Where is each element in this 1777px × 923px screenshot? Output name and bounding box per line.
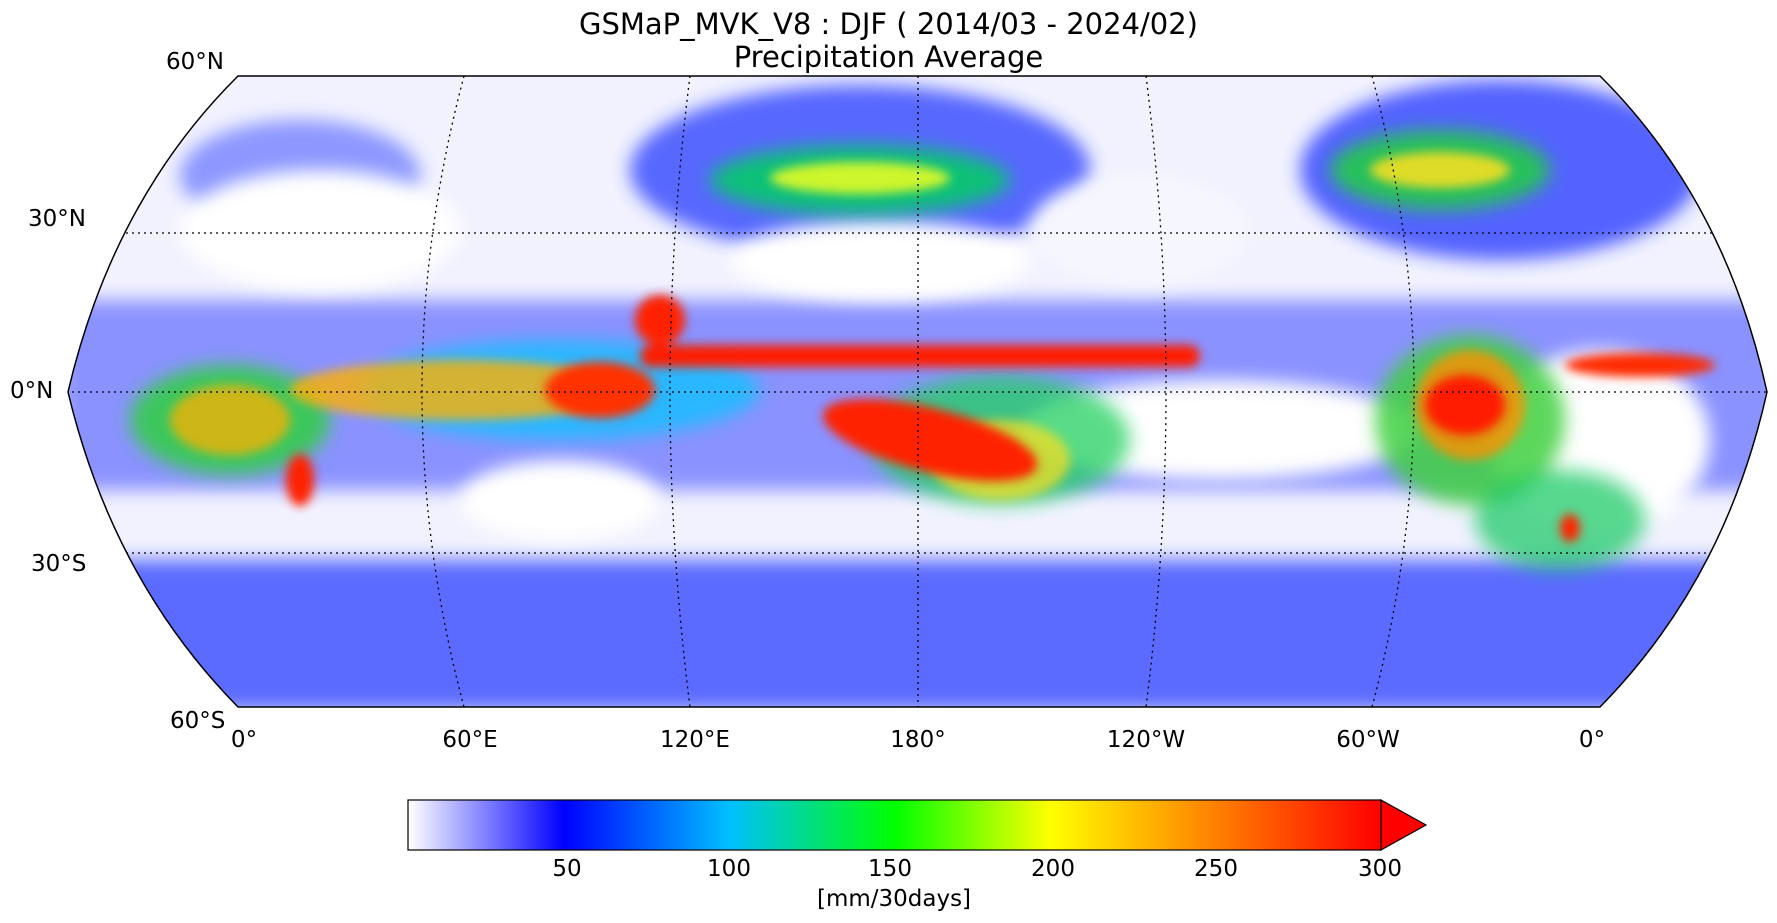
map-subtitle: Precipitation Average xyxy=(733,40,1044,74)
lon-label-60e: 60°E xyxy=(442,727,498,753)
colorbar-tick-50: 50 xyxy=(552,856,582,882)
colorbar-tick-150: 150 xyxy=(868,856,912,882)
lon-label-180: 180° xyxy=(890,727,946,753)
lon-label-0-right: 0° xyxy=(1578,727,1606,753)
map-title: GSMaP_MVK_V8 : DJF ( 2014/03 - 2024/02) xyxy=(578,7,1198,41)
gridlines xyxy=(68,76,1767,707)
colorbar-unit-label: [mm/30days] xyxy=(816,886,972,912)
colorbar-tick-300: 300 xyxy=(1358,856,1402,882)
colorbar-tick-200: 200 xyxy=(1031,856,1075,882)
lon-label-60w: 60°W xyxy=(1336,727,1400,753)
lat-label-30s: 30°S xyxy=(31,551,87,577)
colorbar-extend-arrow xyxy=(1380,798,1428,852)
colorbar-tick-250: 250 xyxy=(1194,856,1238,882)
lat-label-60n: 60°N xyxy=(166,49,224,75)
lat-label-0n: 0°N xyxy=(10,378,54,404)
colorbar xyxy=(407,799,1382,851)
lon-label-0: 0° xyxy=(230,727,258,753)
lat-label-30n: 30°N xyxy=(28,206,86,232)
precipitation-field xyxy=(68,76,1767,707)
colorbar-tick-100: 100 xyxy=(707,856,751,882)
lat-label-60s: 60°S xyxy=(170,708,226,734)
lon-label-120e: 120°E xyxy=(660,727,730,753)
lon-label-120w: 120°W xyxy=(1106,727,1186,753)
